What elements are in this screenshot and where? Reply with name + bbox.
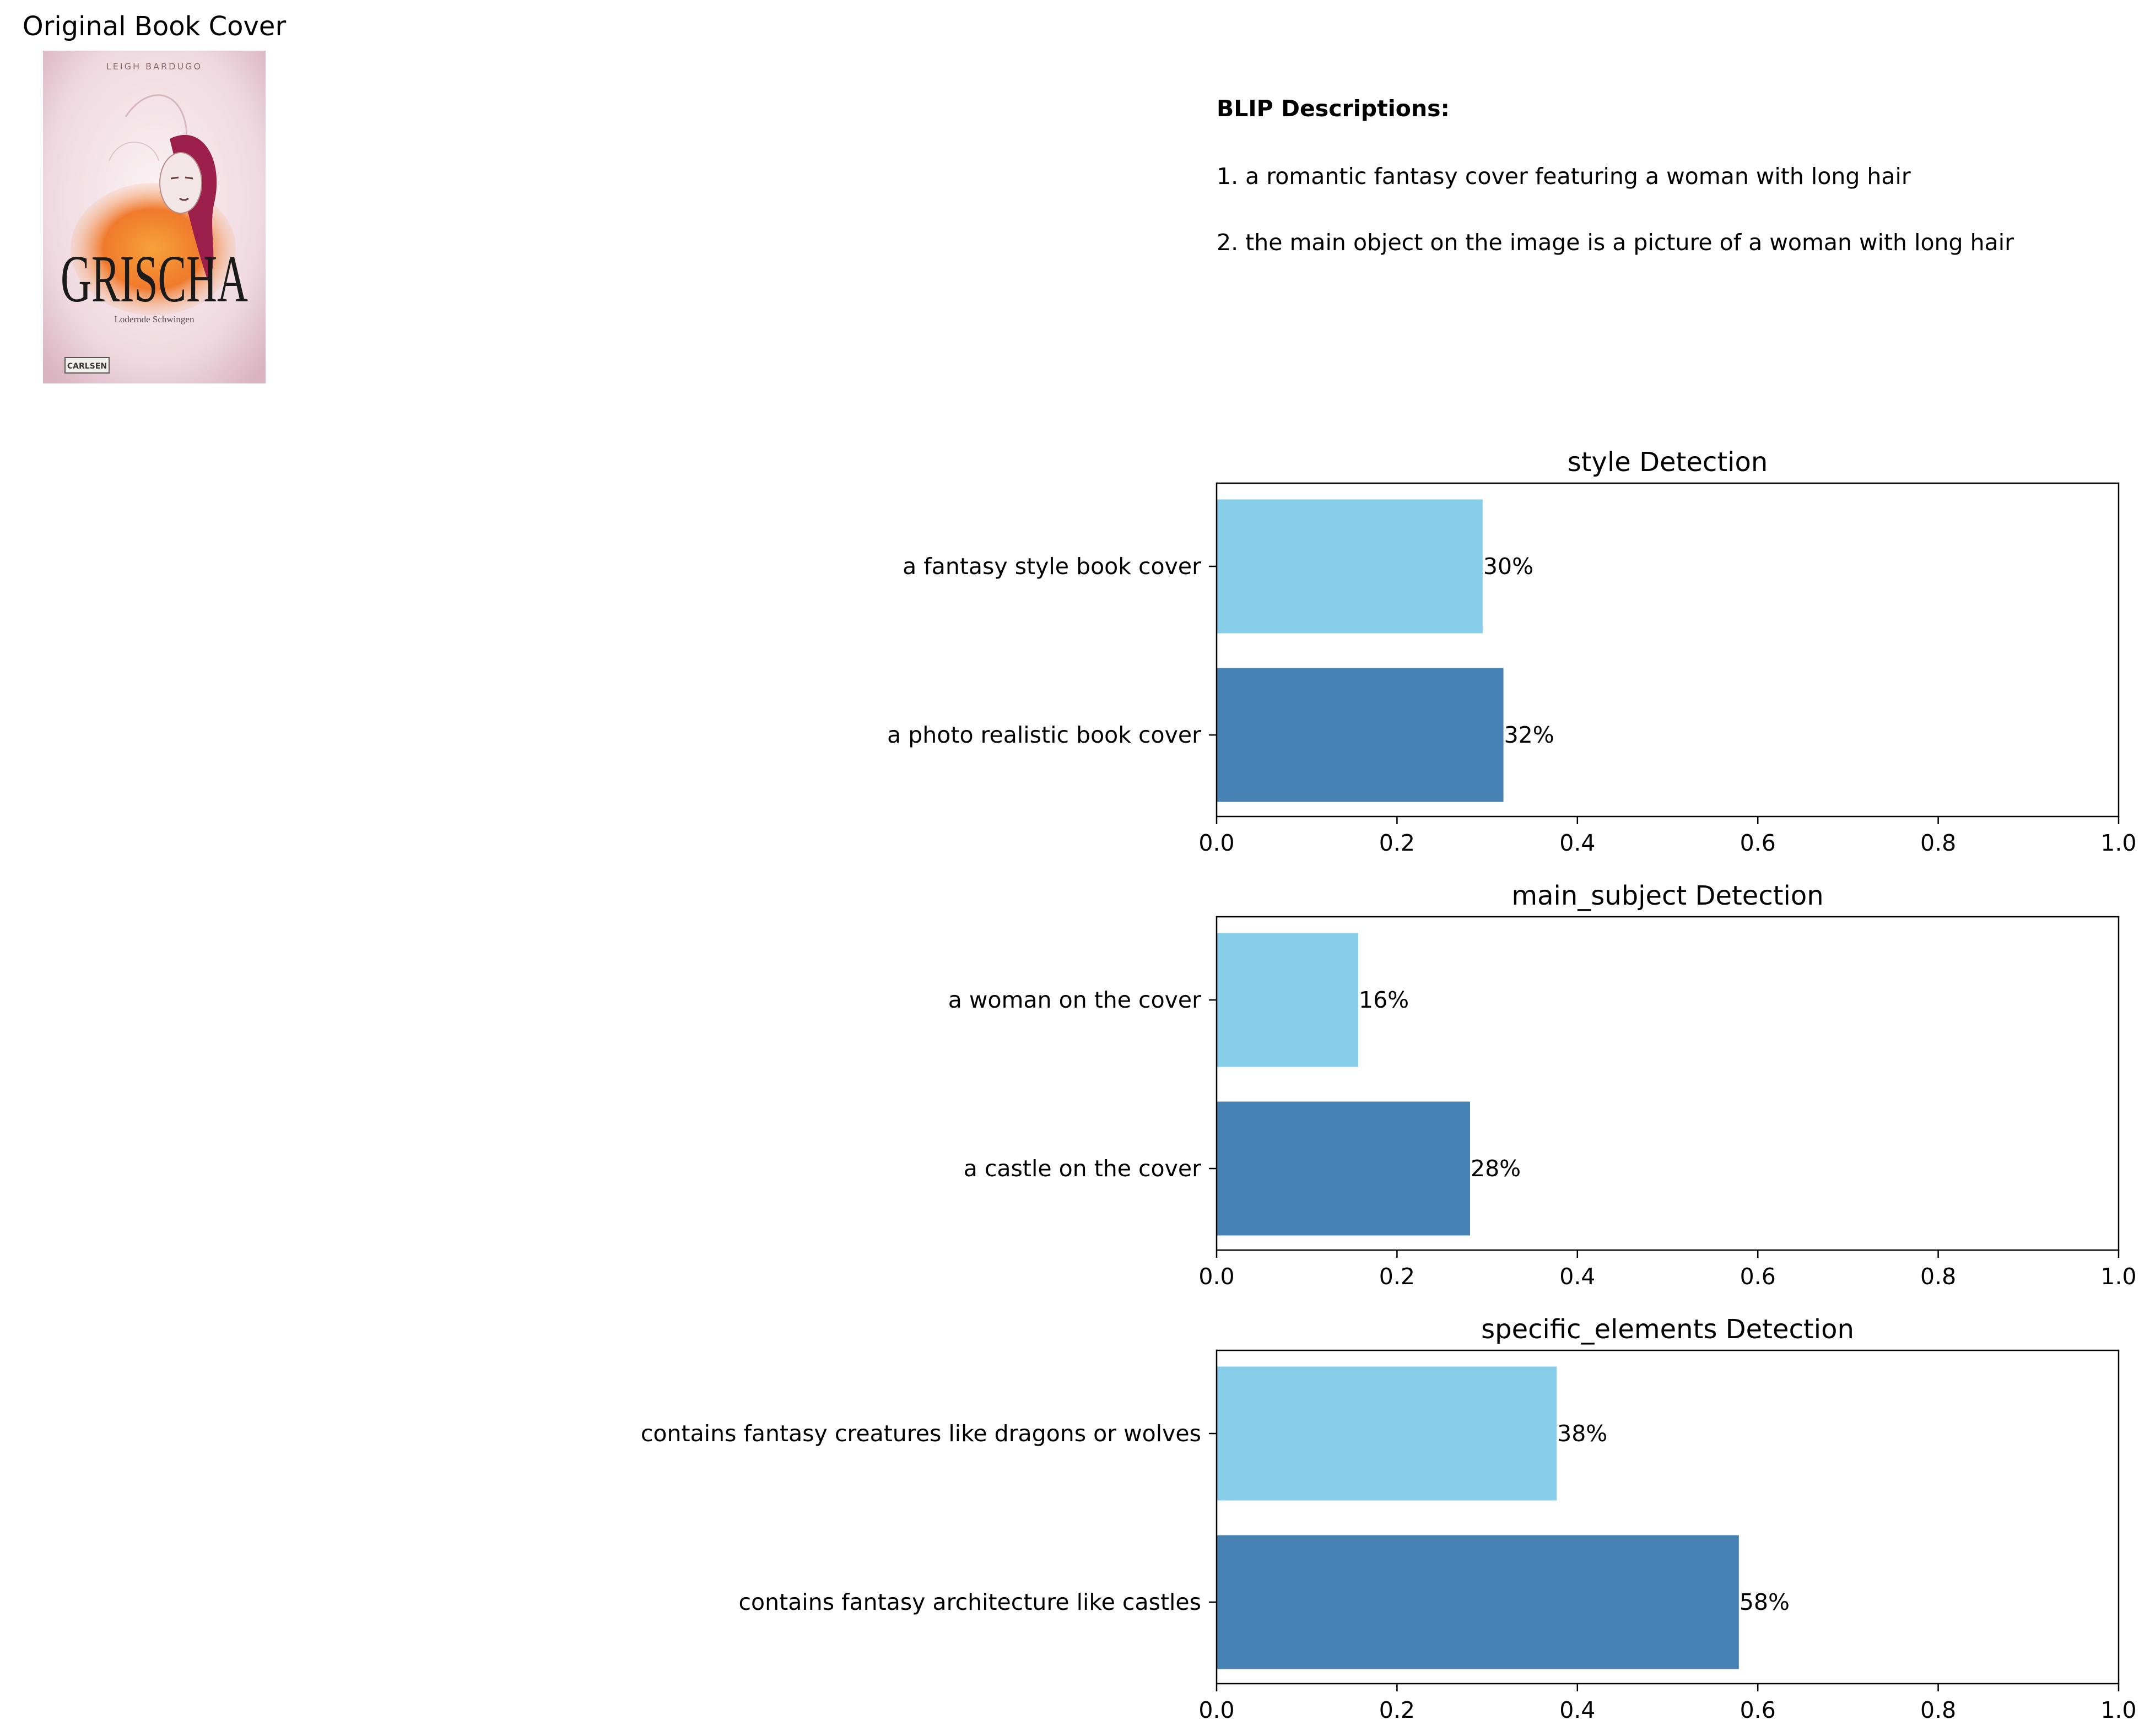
x-tick-label: 0.2 bbox=[1379, 1263, 1415, 1290]
x-tick-label: 1.0 bbox=[2100, 1697, 2136, 1723]
chart-bar bbox=[1217, 499, 1483, 634]
chart-axes-frame bbox=[1216, 482, 2120, 818]
x-tick-label: 0.0 bbox=[1198, 1263, 1234, 1290]
publisher-logo: CARLSEN bbox=[67, 362, 107, 371]
bar-value-label: 16% bbox=[1359, 987, 1409, 1013]
x-tick-label: 0.4 bbox=[1559, 1263, 1595, 1290]
y-tick-label: a photo realistic book cover bbox=[887, 722, 1201, 748]
bar-value-label: 30% bbox=[1483, 553, 1533, 580]
book-cover-image: LEIGH BARDUGO GRISCHA Lodernde Schwingen… bbox=[43, 51, 266, 383]
y-tick-label: a fantasy style book cover bbox=[903, 553, 1201, 580]
x-tick-label: 0.8 bbox=[1920, 1697, 1956, 1723]
chart-bar bbox=[1217, 933, 1359, 1067]
cover-swirl bbox=[109, 142, 159, 161]
cover-panel-title: Original Book Cover bbox=[22, 11, 287, 42]
x-tick-label: 1.0 bbox=[2100, 830, 2136, 856]
chart-axes-frame bbox=[1216, 916, 2120, 1251]
y-tick-label: a woman on the cover bbox=[948, 987, 1201, 1013]
cover-subtitle: Lodernde Schwingen bbox=[115, 314, 195, 325]
publisher-logo-box bbox=[64, 357, 110, 374]
cover-book-title: GRISCHA bbox=[61, 242, 248, 316]
y-tick-label: a castle on the cover bbox=[964, 1155, 1201, 1182]
cover-face-features bbox=[170, 176, 193, 201]
book-cover-illustration: LEIGH BARDUGO GRISCHA Lodernde Schwingen… bbox=[43, 51, 266, 383]
chart-bar bbox=[1217, 668, 1504, 802]
chart-bar bbox=[1217, 1101, 1470, 1236]
x-tick-label: 0.6 bbox=[1740, 1263, 1776, 1290]
chart-title: specific_elements Detection bbox=[1481, 1314, 1854, 1345]
x-tick-label: 0.2 bbox=[1379, 830, 1415, 856]
y-tick-label: contains fantasy architecture like castl… bbox=[739, 1589, 1202, 1615]
chart-title: main_subject Detection bbox=[1511, 880, 1823, 911]
x-tick-label: 0.6 bbox=[1740, 1697, 1776, 1723]
blip-description-2: 2. the main object on the image is a pic… bbox=[1217, 229, 2014, 256]
bar-value-label: 38% bbox=[1557, 1420, 1607, 1447]
bar-value-label: 28% bbox=[1471, 1155, 1521, 1182]
x-tick-label: 1.0 bbox=[2100, 1263, 2136, 1290]
chart-bar bbox=[1217, 1366, 1557, 1501]
x-tick-label: 0.4 bbox=[1559, 1697, 1595, 1723]
bar-value-label: 32% bbox=[1504, 722, 1554, 748]
cover-author: LEIGH BARDUGO bbox=[106, 61, 202, 72]
cover-face bbox=[159, 152, 202, 214]
chart-title: style Detection bbox=[1568, 447, 1768, 478]
x-tick-label: 0.0 bbox=[1198, 830, 1234, 856]
x-tick-label: 0.8 bbox=[1920, 1263, 1956, 1290]
chart-axes-frame bbox=[1216, 1349, 2120, 1685]
x-tick-label: 0.6 bbox=[1740, 830, 1776, 856]
x-tick-label: 0.0 bbox=[1198, 1697, 1234, 1723]
y-tick-label: contains fantasy creatures like dragons … bbox=[641, 1420, 1201, 1447]
blip-heading: BLIP Descriptions: bbox=[1217, 95, 1450, 122]
x-tick-label: 0.2 bbox=[1379, 1697, 1415, 1723]
x-tick-label: 0.8 bbox=[1920, 830, 1956, 856]
chart-bar bbox=[1217, 1535, 1739, 1669]
x-tick-label: 0.4 bbox=[1559, 830, 1595, 856]
bar-value-label: 58% bbox=[1740, 1589, 1790, 1615]
blip-description-1: 1. a romantic fantasy cover featuring a … bbox=[1217, 163, 1911, 190]
